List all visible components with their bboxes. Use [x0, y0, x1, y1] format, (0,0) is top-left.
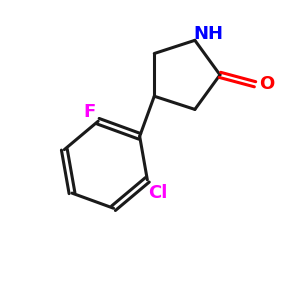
Text: O: O: [259, 75, 274, 93]
Text: Cl: Cl: [148, 184, 167, 202]
Text: F: F: [83, 103, 95, 122]
Text: NH: NH: [193, 26, 223, 44]
